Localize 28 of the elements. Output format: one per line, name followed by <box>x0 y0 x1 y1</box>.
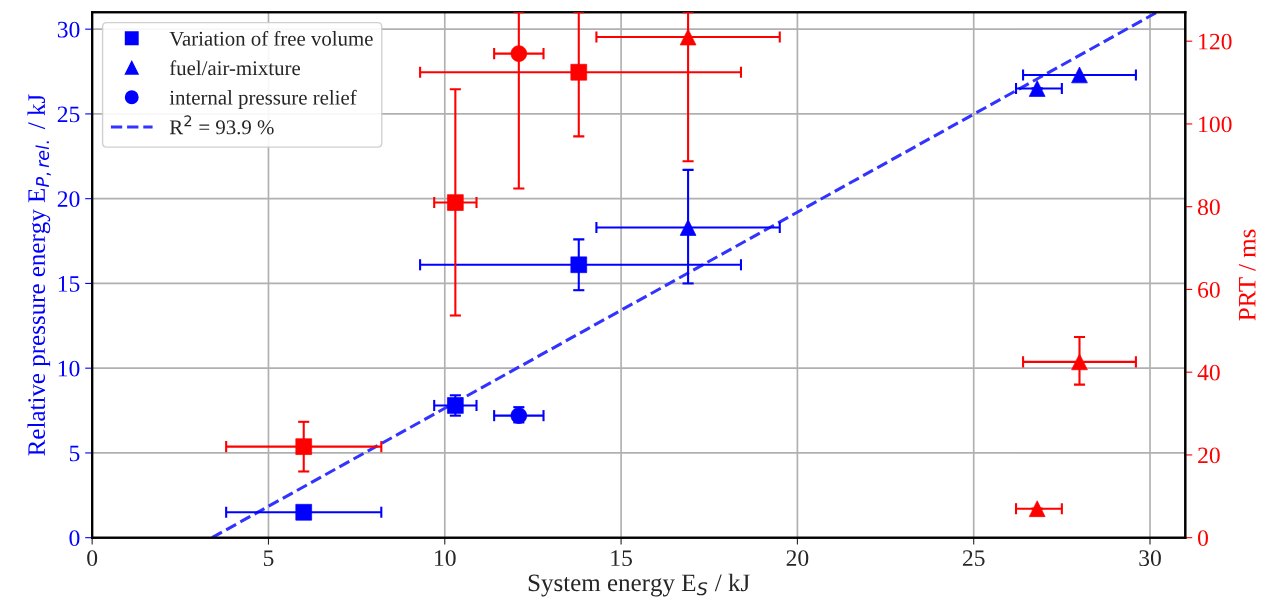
y2-axis-title: PRT / ms <box>1238 229 1256 321</box>
y-tick-label: 25 <box>57 106 80 123</box>
x-axis-title: System energy E$_{S}$ / kJ <box>528 573 750 597</box>
y-tick-label: 0 <box>69 530 80 547</box>
legend-label: fuel/air-mixture <box>169 60 300 76</box>
legend-label: R$^{2}$ = 93.9 % <box>169 115 274 135</box>
legend-label: internal pressure relief <box>169 89 357 109</box>
y2-tick-label: 60 <box>1198 281 1220 298</box>
y-tick-label: 20 <box>57 191 80 208</box>
y-tick-label: 15 <box>58 276 80 292</box>
x-tick-label: 30 <box>1139 550 1161 567</box>
y2-tick-label: 0 <box>1197 530 1208 547</box>
y2-tick-label: 20 <box>1198 447 1220 464</box>
x-tick-label: 5 <box>263 550 274 567</box>
x-tick-label: 20 <box>786 550 809 567</box>
y-axis-title: Relative pressure energy E$_{P,rel.}$ / kJ <box>27 94 51 456</box>
y2-tick-label: 80 <box>1197 199 1220 216</box>
y2-tick-label: 120 <box>1199 33 1232 50</box>
x-tick-label: 25 <box>962 550 985 567</box>
y2-tick-label: 40 <box>1197 364 1220 381</box>
x-tick-label: 10 <box>435 550 456 567</box>
y-tick-label: 10 <box>58 360 80 377</box>
y-tick-label: 30 <box>57 21 80 38</box>
legend-label: Variation of free volume <box>169 30 373 46</box>
y-tick-label: 5 <box>69 445 80 462</box>
x-tick-label: 0 <box>87 550 98 567</box>
y2-tick-label: 100 <box>1199 116 1232 133</box>
x-tick-label: 15 <box>611 550 632 567</box>
